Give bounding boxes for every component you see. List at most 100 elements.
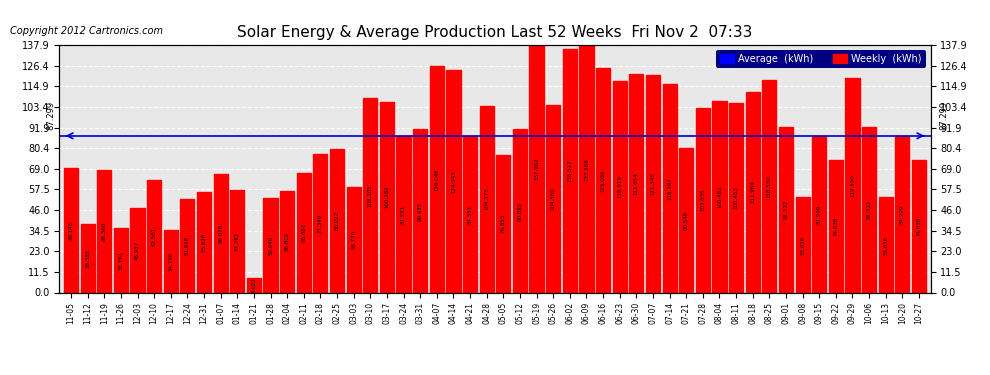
Bar	[64, 168, 78, 292]
Bar	[114, 228, 128, 292]
Bar	[446, 70, 460, 292]
Text: 90.892: 90.892	[518, 201, 523, 220]
Text: 103.035: 103.035	[700, 189, 705, 211]
Text: 124.043: 124.043	[450, 170, 456, 192]
Bar	[895, 136, 910, 292]
Bar	[148, 180, 161, 292]
Text: 119.550: 119.550	[850, 174, 855, 196]
Bar	[845, 78, 859, 292]
Text: 46.937: 46.937	[135, 241, 140, 260]
Text: 57.282: 57.282	[235, 231, 240, 251]
Bar	[263, 198, 277, 292]
Text: 135.517: 135.517	[567, 159, 572, 182]
Bar	[662, 84, 676, 292]
Text: 58.776: 58.776	[351, 230, 356, 249]
Text: 8.022: 8.022	[251, 278, 256, 293]
Legend: Average  (kWh), Weekly  (kWh): Average (kWh), Weekly (kWh)	[716, 50, 926, 68]
Bar	[745, 92, 759, 292]
Text: 121.654: 121.654	[634, 172, 639, 195]
Text: 104.560: 104.560	[550, 187, 555, 210]
Text: 87.299: 87.299	[900, 204, 905, 224]
Bar	[180, 199, 194, 292]
Text: 118.019: 118.019	[617, 175, 622, 198]
Text: 74.038: 74.038	[834, 216, 839, 236]
Text: 56.802: 56.802	[285, 232, 290, 251]
Bar	[380, 102, 394, 292]
Text: 69.145: 69.145	[68, 221, 73, 240]
Bar	[562, 49, 577, 292]
Text: 116.297: 116.297	[667, 177, 672, 200]
Bar	[779, 127, 793, 292]
Bar	[630, 74, 644, 292]
Bar	[496, 154, 511, 292]
Bar	[879, 197, 893, 292]
Text: 87.299: 87.299	[940, 101, 948, 130]
Text: Copyright 2012 Cartronics.com: Copyright 2012 Cartronics.com	[10, 26, 163, 36]
Text: 76.855: 76.855	[501, 214, 506, 233]
Title: Solar Energy & Average Production Last 52 Weeks  Fri Nov 2  07:33: Solar Energy & Average Production Last 5…	[238, 25, 752, 40]
Text: 62.581: 62.581	[151, 227, 156, 246]
Text: 125.056: 125.056	[601, 169, 606, 192]
Text: 137.902: 137.902	[534, 158, 540, 180]
Bar	[297, 173, 311, 292]
Text: 126.046: 126.046	[435, 168, 440, 191]
Text: 104.175: 104.175	[484, 188, 489, 210]
Bar	[546, 105, 560, 292]
Text: 108.105: 108.105	[368, 184, 373, 207]
Bar	[214, 174, 228, 292]
Text: 77.349: 77.349	[318, 213, 323, 233]
Text: 34.796: 34.796	[168, 252, 173, 271]
Bar	[579, 46, 594, 292]
Text: 80.546: 80.546	[684, 211, 689, 230]
Bar	[80, 224, 95, 292]
Text: 52.640: 52.640	[268, 236, 273, 255]
Bar	[479, 105, 494, 292]
Bar	[796, 197, 810, 292]
Bar	[231, 190, 245, 292]
Text: 121.346: 121.346	[650, 172, 655, 195]
Bar	[513, 129, 527, 292]
Bar	[247, 278, 261, 292]
Text: 90.935: 90.935	[418, 201, 423, 220]
Bar	[596, 68, 610, 292]
Text: 68.360: 68.360	[102, 222, 107, 241]
Text: 105.453: 105.453	[734, 186, 739, 209]
Bar	[97, 170, 111, 292]
Text: 87.351: 87.351	[467, 204, 472, 224]
Bar	[330, 149, 345, 292]
Bar	[396, 136, 411, 292]
Bar	[280, 190, 294, 292]
Text: 106.461: 106.461	[717, 186, 722, 209]
Bar	[613, 81, 627, 292]
Text: 80.022: 80.022	[335, 211, 340, 230]
Bar	[862, 127, 876, 292]
Bar	[713, 101, 727, 292]
Bar	[346, 187, 360, 292]
Bar	[363, 99, 377, 292]
Text: 66.078: 66.078	[218, 224, 223, 243]
Text: 87.221: 87.221	[401, 205, 406, 224]
Bar	[829, 160, 842, 292]
Text: 66.487: 66.487	[301, 223, 306, 243]
Bar	[812, 136, 827, 292]
Text: 137.268: 137.268	[584, 158, 589, 181]
Text: 51.958: 51.958	[185, 236, 190, 255]
Bar	[679, 148, 693, 292]
Text: 87.299: 87.299	[47, 101, 55, 130]
Text: 87.299: 87.299	[817, 204, 822, 224]
Text: 92.312: 92.312	[783, 200, 788, 219]
Bar	[696, 108, 710, 292]
Text: 111.964: 111.964	[750, 181, 755, 203]
Bar	[413, 129, 428, 292]
Bar	[314, 154, 328, 292]
Text: 55.826: 55.826	[202, 233, 207, 252]
Bar	[430, 66, 444, 292]
Bar	[197, 192, 211, 292]
Text: 35.761: 35.761	[119, 251, 124, 270]
Bar	[645, 75, 660, 292]
Text: 38.385: 38.385	[85, 248, 90, 268]
Text: 92.312: 92.312	[866, 200, 871, 219]
Text: 74.038: 74.038	[917, 216, 922, 236]
Bar	[530, 45, 544, 292]
Text: 53.056: 53.056	[883, 235, 888, 255]
